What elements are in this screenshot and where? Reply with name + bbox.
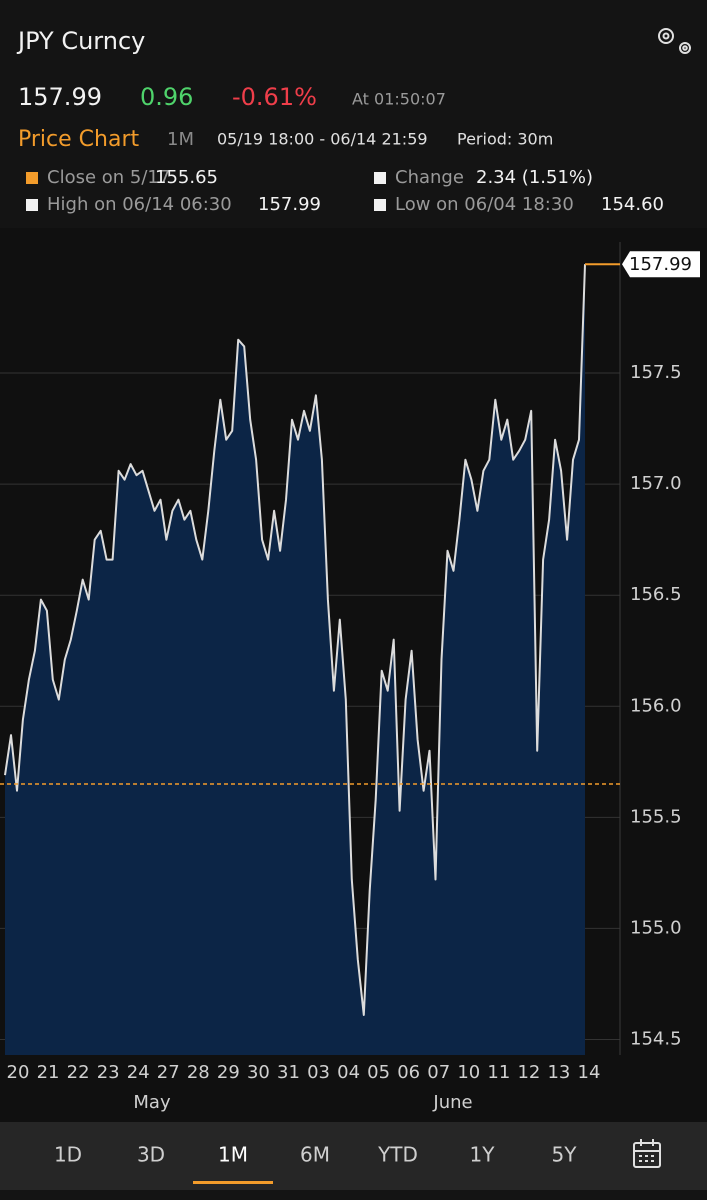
x-tick-label: 30 [247,1062,270,1083]
chart: 154.5 155.0 155.5 156.0 156.5 157.0 157.5 157.9… [0,242,700,1113]
price-tag [622,251,700,278]
x-tick-label: 05 [367,1062,390,1083]
legend-value: 157.99 [258,194,321,215]
x-tick-label: 11 [487,1062,510,1083]
period: Period: 30m [457,130,553,149]
calendar-icon[interactable] [633,1139,661,1168]
area [5,264,585,1055]
change-pct: -0.61% [232,83,317,111]
x-tick-label: 24 [127,1062,150,1083]
range: 1M [167,129,194,150]
tab[interactable]: 1D [54,1143,82,1167]
price: 157.99 [18,83,102,111]
y-tick-label: 155.0 [630,917,682,938]
legend-swatch [374,199,386,211]
x-tick-label: 29 [217,1062,240,1083]
x-tick-label: 03 [307,1062,330,1083]
legend-swatch [26,172,38,184]
tab-bar [0,1122,707,1190]
tab-indicator [193,1181,273,1184]
month-label: May [133,1092,171,1113]
legend-label: High on 06/14 06:30 [47,194,232,215]
x-tick-label: 20 [7,1062,30,1083]
y-tick-label: 156.5 [630,584,682,605]
legend-label: Close on 5/17 [47,167,170,188]
x-tick-label: 23 [97,1062,120,1083]
y-tick-label: 156.0 [630,695,682,716]
x-tick-label: 04 [337,1062,360,1083]
x-tick-label: 07 [427,1062,450,1083]
tab[interactable]: 6M [300,1143,330,1167]
section-title: Price Chart [18,127,139,152]
settings-icon[interactable] [658,28,691,54]
tab[interactable]: 1Y [470,1143,496,1167]
y-tick-label: 157.5 [630,362,682,383]
legend-value: 155.65 [155,167,218,188]
x-tick-label: 22 [67,1062,90,1083]
legend-label: Low on 06/04 18:30 [395,194,574,215]
tab[interactable]: 3D [137,1143,165,1167]
price-line [4,264,586,1016]
price-tag-label: 157.99 [629,254,692,275]
month-label: June [432,1092,472,1113]
y-tick-label: 154.5 [630,1028,682,1049]
x-tick-label: 21 [37,1062,60,1083]
x-tick-label: 10 [457,1062,480,1083]
x-tick-label: 31 [277,1062,300,1083]
x-tick-label: 27 [157,1062,180,1083]
tab[interactable]: 5Y [552,1143,578,1167]
legend-value: 2.34 (1.51%) [476,167,593,188]
x-tick-label: 28 [187,1062,210,1083]
legend-value: 154.60 [601,194,664,215]
dates: 05/19 18:00 - 06/14 21:59 [217,130,428,149]
x-tick-label: 06 [397,1062,420,1083]
x-tick-label: 12 [517,1062,540,1083]
y-tick-label: 155.5 [630,806,682,827]
tab[interactable]: 1M [218,1143,248,1167]
x-tick-label: 14 [578,1062,601,1083]
time: At 01:50:07 [352,90,446,109]
tabs: 1D 3D 1M 6M YTD 1Y 5Y [54,1143,578,1184]
x-tick-label: 13 [547,1062,570,1083]
legend-label: Change [395,167,464,188]
y-tick-label: 157.0 [630,473,682,494]
legend-swatch [374,172,386,184]
tab[interactable]: YTD [377,1143,418,1167]
legend-swatch [26,199,38,211]
change: 0.96 [140,83,193,111]
title: JPY Curncy [16,27,145,55]
